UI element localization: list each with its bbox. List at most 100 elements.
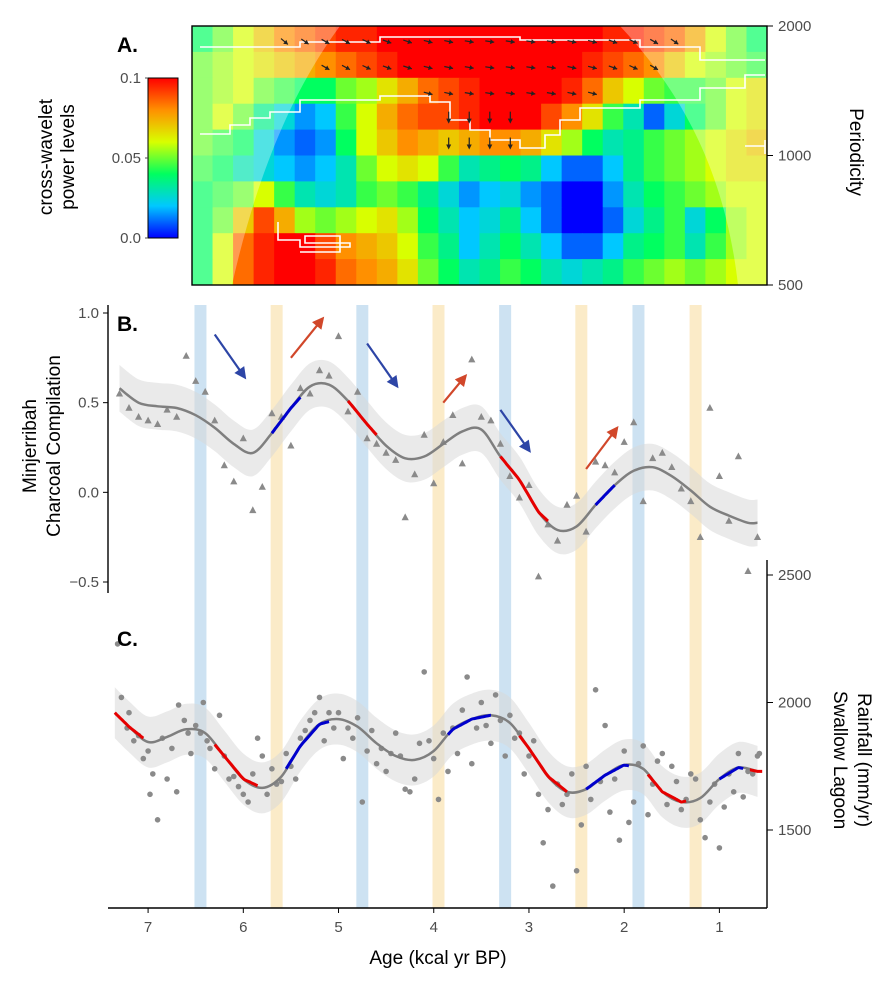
phase-arrows [280, 38, 679, 150]
rainfall-point [192, 722, 199, 729]
charcoal-point [220, 461, 228, 469]
heatmap-cell [233, 155, 255, 182]
rainfall-point [147, 791, 153, 798]
heatmap-cell [602, 155, 624, 182]
heatmap-cell [561, 129, 583, 157]
rainfall-point [297, 735, 304, 741]
wavelet-heatmap [192, 26, 767, 285]
heatmap-cell [500, 155, 522, 182]
rainfall-point [583, 763, 589, 770]
rainfall-point [369, 727, 375, 734]
heatmap-cell [192, 155, 214, 182]
heatmap-cell [623, 233, 645, 260]
rainfall-point [430, 755, 437, 762]
heatmap-cell [253, 233, 275, 260]
colorbar-tick-label: 0.05 [112, 150, 141, 167]
heatmap-cell [233, 259, 255, 285]
rainfall-point [269, 766, 275, 772]
heatmap-cell [192, 26, 214, 53]
highlight-segment [113, 711, 145, 740]
heatmap-cell [253, 77, 275, 105]
charcoal-point [592, 457, 600, 465]
heatmap-cell [479, 233, 501, 260]
heatmap-cell [438, 26, 460, 53]
phase-arrow-head [466, 144, 472, 150]
heatmap-cell [684, 129, 706, 157]
heatmap-cell [274, 51, 296, 79]
charcoal-point [239, 434, 247, 442]
rainfall-point [545, 806, 551, 813]
heatmap-cell [664, 181, 686, 208]
phase-arrow-head [612, 39, 618, 45]
heatmap-cell [746, 181, 767, 208]
charcoal-point [468, 355, 476, 363]
heatmap-cell [582, 77, 604, 105]
heatmap-cell [643, 181, 665, 208]
rainfall-point [569, 771, 575, 777]
significance-contour-upper [200, 36, 765, 61]
heatmap-cell [541, 233, 563, 260]
rainfall-point [231, 773, 237, 780]
rainfall-point [673, 778, 680, 785]
heatmap-cell [397, 77, 419, 105]
phase-arrow [587, 91, 597, 96]
rainfall-point [416, 740, 423, 747]
rainfall-point [454, 750, 461, 757]
periodicity-tick-label: 500 [778, 277, 803, 294]
phase-arrow-head [653, 39, 658, 44]
heatmap-cell [746, 77, 767, 105]
heatmap-cell [664, 233, 686, 260]
phase-arrow-head [448, 39, 454, 45]
heatmap-cell [582, 155, 604, 182]
heatmap-cell [458, 233, 481, 260]
heatmap-cell [376, 259, 398, 285]
heatmap-cell [520, 103, 542, 131]
heatmap-cell [356, 207, 378, 234]
heatmap-cell [725, 77, 748, 105]
heatmap-cell [233, 51, 255, 79]
rainfall-point [126, 709, 132, 716]
rainfall-point [200, 699, 207, 706]
phase-arrow [485, 65, 495, 70]
heatmap-cell [192, 103, 214, 131]
heatmap-cell [541, 103, 563, 131]
heatmap-cell [561, 207, 583, 234]
heatmap-cell [376, 207, 398, 234]
heatmap-cell [705, 103, 727, 131]
heatmap-cell [643, 207, 665, 234]
rainfall-point [407, 789, 413, 795]
heatmap-cell [684, 155, 706, 182]
heatmap-cell [479, 26, 501, 53]
heatmap-cell [294, 259, 316, 285]
phase-arrow [464, 91, 474, 96]
rainfall-point [483, 722, 489, 729]
phase-arrow-head [531, 90, 536, 96]
rainfall-point [383, 768, 389, 775]
panel-c-label: C. [117, 628, 138, 651]
charcoal-point [306, 389, 314, 397]
yellow-band [689, 305, 702, 908]
phase-arrow [587, 39, 597, 45]
heatmap-cell [253, 181, 275, 208]
heatmap-cell [684, 259, 706, 285]
heatmap-cell [397, 207, 419, 234]
heatmap-cell [500, 26, 522, 53]
rainfall-point [640, 743, 646, 749]
heatmap-cell [274, 155, 296, 182]
rainfall-point [118, 694, 125, 701]
phase-arrow [321, 38, 330, 45]
panel-a-label: A. [117, 34, 138, 57]
phase-arrow-head [507, 144, 513, 150]
heatmap-cell [438, 51, 460, 79]
phase-arrow-head [386, 65, 392, 70]
rainfall-point [240, 791, 247, 798]
charcoal-point [487, 416, 495, 424]
heatmap-cell [212, 259, 234, 285]
heatmap-cell [602, 207, 624, 234]
phase-arrow [507, 137, 513, 150]
heatmap-cell [705, 181, 727, 208]
rainfall-point [359, 799, 366, 805]
charcoal-point [315, 366, 324, 374]
